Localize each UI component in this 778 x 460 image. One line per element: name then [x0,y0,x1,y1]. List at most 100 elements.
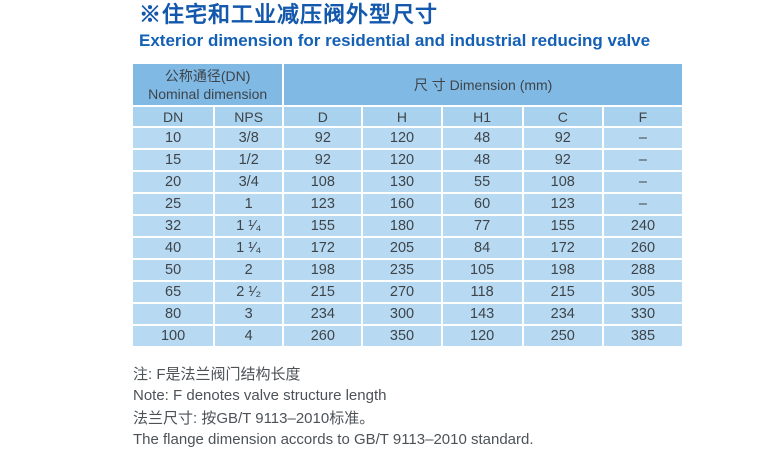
cell-f: – [603,172,682,192]
table-row: 32 1 ¹⁄₄ 155 180 77 155 240 [133,216,682,236]
page-title-en: Exterior dimension for residential and i… [139,31,651,50]
cell-d: 108 [284,172,362,192]
cell-nps: 3/8 [215,128,283,148]
cell-dn: 15 [133,150,214,170]
cell-c: 123 [523,194,602,214]
cell-h: 120 [363,150,441,170]
table-row: 50 2 198 235 105 198 288 [133,260,682,280]
header-nominal-en: Nominal dimension [148,85,268,102]
cell-c: 172 [523,238,602,258]
cell-nps: 2 ¹⁄₂ [215,282,283,302]
table-row: 40 1 ¹⁄₄ 172 205 84 172 260 [133,238,682,258]
cell-h1: 120 [442,326,522,346]
cell-d: 92 [284,150,362,170]
cell-c: 250 [523,326,602,346]
table-row: 25 1 123 160 60 123– [133,194,682,214]
cell-dn: 10 [133,128,214,148]
cell-nps: 3 [215,304,283,324]
cell-h: 235 [363,260,441,280]
cell-dn: 50 [133,260,214,280]
cell-h: 120 [363,128,441,148]
cell-f: – [603,128,682,148]
cell-f: 240 [603,216,682,236]
cell-c: 155 [523,216,602,236]
page-title-zh: ※住宅和工业减压阀外型尺寸 [139,2,439,27]
cell-d: 172 [284,238,362,258]
cell-f: 330 [603,304,682,324]
cell-h1: 84 [442,238,522,258]
cell-dn: 65 [133,282,214,302]
cell-d: 260 [284,326,362,346]
cell-h: 300 [363,304,441,324]
flange-note-zh: 法兰尺寸: 按GB/T 9113–2010标准。 [133,410,375,427]
cell-h1: 77 [442,216,522,236]
cell-dn: 32 [133,216,214,236]
cell-f: 260 [603,238,682,258]
table-row: 20 3/4 108 130 55 108– [133,172,682,192]
header-dimension-mm: 尺 寸 Dimension (mm) [284,64,682,105]
header-nominal-zh: 公称通径(DN) [164,67,251,84]
dimension-table: 公称通径(DN) Nominal dimension 尺 寸 Dimension… [131,62,684,348]
cell-dn: 40 [133,238,214,258]
cell-f: 385 [603,326,682,346]
cell-d: 155 [284,216,362,236]
cell-d: 215 [284,282,362,302]
cell-h: 160 [363,194,441,214]
table-body: 10 3/8 92 120 48 92–15 1/2 92 120 48 92–20 3/4 108 13… [133,128,682,346]
table-row: 15 1/2 92 120 48 92– [133,150,682,170]
cell-nps: 3/4 [215,172,283,192]
cell-d: 92 [284,128,362,148]
cell-h1: 143 [442,304,522,324]
column-header-h: H [363,107,441,126]
column-header-h1: H1 [442,107,522,126]
cell-c: 198 [523,260,602,280]
cell-d: 198 [284,260,362,280]
cell-h: 350 [363,326,441,346]
cell-nps: 1/2 [215,150,283,170]
cell-h: 205 [363,238,441,258]
header-nominal-dimension: 公称通径(DN) Nominal dimension [133,64,283,105]
column-header-f: F [603,107,682,126]
cell-c: 108 [523,172,602,192]
cell-h1: 55 [442,172,522,192]
cell-h1: 48 [442,150,522,170]
cell-f: 305 [603,282,682,302]
cell-f: – [603,150,682,170]
cell-c: 234 [523,304,602,324]
cell-d: 234 [284,304,362,324]
column-header-d: D [284,107,362,126]
cell-f: – [603,194,682,214]
cell-c: 92 [523,128,602,148]
cell-nps: 1 ¹⁄₄ [215,216,283,236]
cell-d: 123 [284,194,362,214]
flange-note-en: The flange dimension accords to GB/T 911… [133,431,534,448]
cell-dn: 80 [133,304,214,324]
cell-dn: 20 [133,172,214,192]
cell-h1: 60 [442,194,522,214]
cell-h: 270 [363,282,441,302]
table-row: 100 4 260 350 120 250 385 [133,326,682,346]
note-en: Note: F denotes valve structure length [133,387,387,404]
table-row: 65 2 ¹⁄₂ 215 270 118 215 305 [133,282,682,302]
cell-nps: 1 [215,194,283,214]
table-row: 10 3/8 92 120 48 92– [133,128,682,148]
cell-c: 92 [523,150,602,170]
cell-nps: 1 ¹⁄₄ [215,238,283,258]
table-group-header-row: 公称通径(DN) Nominal dimension 尺 寸 Dimension… [133,64,682,105]
footnotes: 注: F是法兰阀门结构长度 Note: F denotes valve stru… [133,364,534,450]
column-header-c: C [523,107,602,126]
cell-dn: 25 [133,194,214,214]
table-column-header-row: DN NPS D H H1 C F [133,107,682,126]
page-header: ※住宅和工业减压阀外型尺寸 Exterior dimension for res… [139,2,650,51]
cell-dn: 100 [133,326,214,346]
cell-h: 130 [363,172,441,192]
cell-nps: 4 [215,326,283,346]
cell-c: 215 [523,282,602,302]
cell-h1: 105 [442,260,522,280]
column-header-nps: NPS [215,107,283,126]
cell-f: 288 [603,260,682,280]
note-zh: 注: F是法兰阀门结构长度 [133,366,301,383]
cell-h1: 118 [442,282,522,302]
cell-h: 180 [363,216,441,236]
